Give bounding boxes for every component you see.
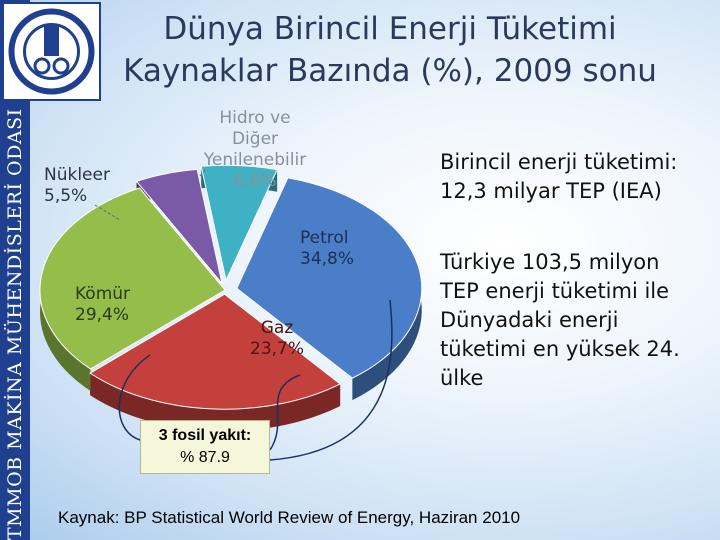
label-hidro-line: Diğer [231, 129, 279, 149]
turkey-line: Dünyadaki enerji [440, 308, 619, 332]
org-logo [2, 2, 101, 101]
arrow-to-petrol [269, 299, 393, 461]
leader-hidro [179, 169, 206, 201]
info-block: Birincil enerji tüketimi: 12,3 milyar TE… [440, 148, 677, 206]
info-line-1: Birincil enerji tüketimi: [440, 150, 678, 174]
turkey-line: ülke [440, 366, 484, 390]
callout-line-2: % 87.9 [180, 449, 230, 466]
slide-title: Dünya Birincil Enerji Tüketimi Kaynaklar… [110, 8, 670, 92]
source-note: Kaynak: BP Statistical World Review of E… [58, 508, 521, 527]
turkey-block: Türkiye 103,5 milyon TEP enerji tüketimi… [440, 248, 680, 393]
pie-slice-gaz [89, 293, 342, 410]
label-gaz: Gaz 23,7% [250, 318, 305, 359]
title-line-2: Kaynaklar Bazında (%), 2009 sonu [123, 53, 657, 89]
label-hidro-full: Hidro ve Diğer Yenilenebilir 6,6% [200, 108, 310, 192]
pie-slice-kömür [39, 187, 226, 370]
title-line-1: Dünya Birincil Enerji Tüketimi [163, 11, 617, 47]
label-hidro-line: 6,6% [233, 171, 277, 191]
pie-slice-nükleer [135, 168, 223, 284]
label-nukleer: Nükleer 5,5% [44, 165, 110, 206]
label-hidro-line: Hidro ve [219, 108, 291, 128]
turkey-line: Türkiye 103,5 milyon [440, 250, 660, 274]
callout-line-1: 3 fosil yakıt: [158, 427, 252, 444]
turkey-line: TEP enerji tüketimi ile [440, 279, 670, 303]
arrow-to-kömür [118, 354, 151, 441]
label-hidro-line: Yenilenebilir [203, 150, 307, 170]
pie-slice-petrol [236, 177, 423, 379]
info-line-2: 12,3 milyar TEP (IEA) [440, 179, 662, 203]
turkey-line: tüketimi en yüksek 24. [440, 337, 680, 361]
fossil-fuel-callout: 3 fosil yakıt: % 87.9 [140, 420, 270, 474]
arrow-to-gaz [269, 374, 301, 451]
pie-slice-hidro [200, 164, 278, 282]
label-komur: Kömür 29,4% [75, 284, 131, 325]
gear-logo-icon [8, 8, 95, 95]
label-petrol: Petrol 34,8% [300, 228, 355, 269]
